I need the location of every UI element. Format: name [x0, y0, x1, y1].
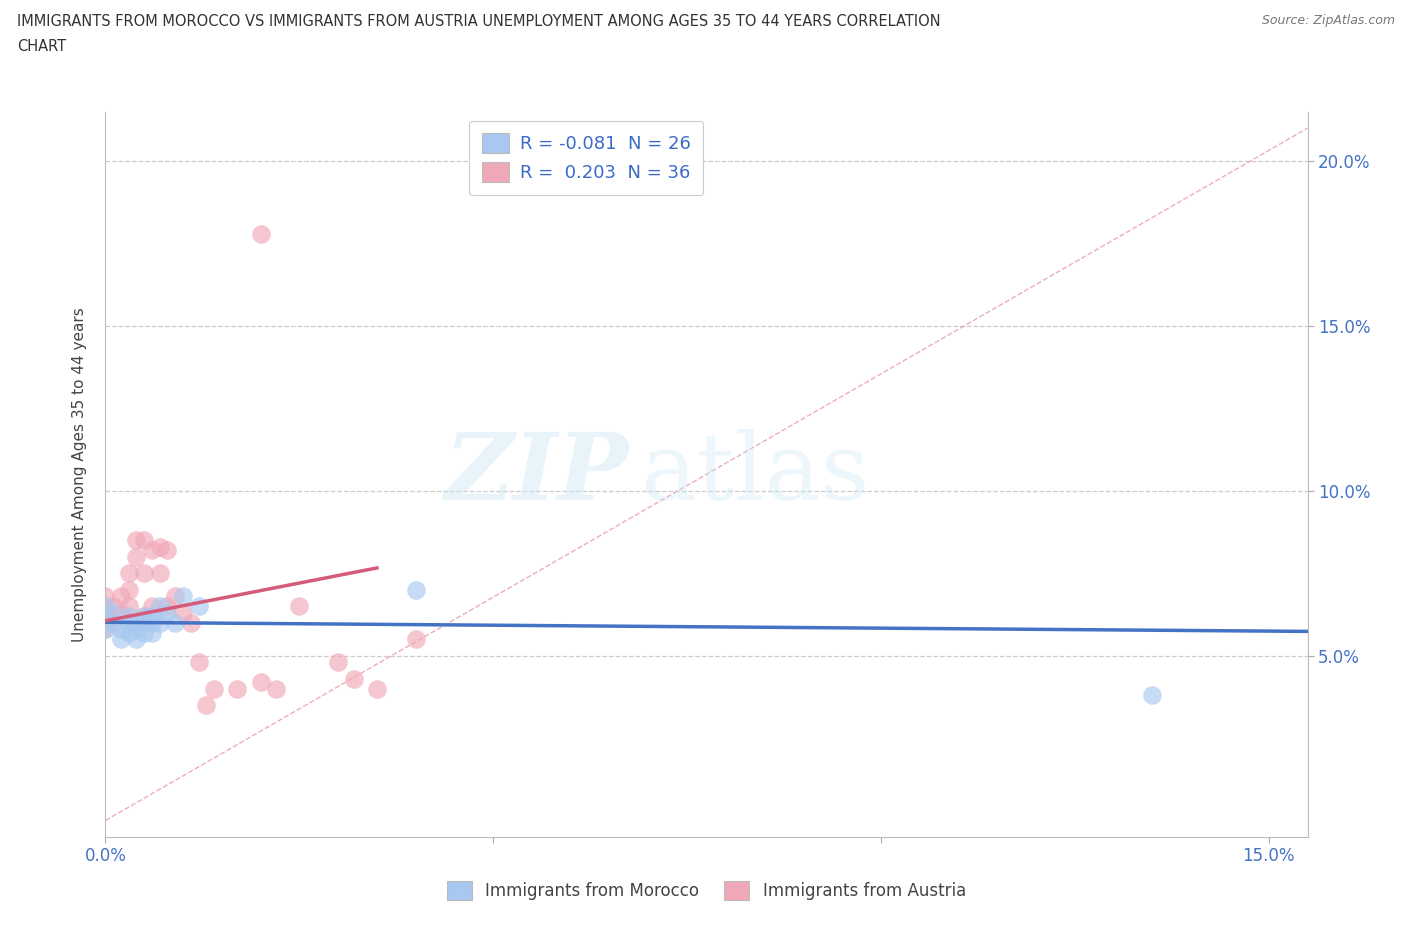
Point: [110, 589, 132, 604]
Point: [134, 616, 156, 631]
Point: [94, 589, 117, 604]
Point: [366, 681, 388, 696]
Point: [172, 605, 194, 620]
Point: [180, 616, 202, 631]
Point: [405, 582, 427, 597]
Point: [249, 226, 271, 241]
Point: [110, 631, 132, 646]
Point: [141, 616, 163, 631]
Point: [156, 599, 179, 614]
Point: [141, 625, 163, 640]
Point: [264, 681, 287, 696]
Point: [94, 605, 117, 620]
Point: [202, 681, 225, 696]
Point: [326, 655, 349, 670]
Point: [125, 631, 148, 646]
Point: [172, 589, 194, 604]
Point: [110, 605, 132, 620]
Point: [288, 599, 311, 614]
Legend: Immigrants from Morocco, Immigrants from Austria: Immigrants from Morocco, Immigrants from…: [439, 873, 974, 909]
Point: [125, 533, 148, 548]
Point: [156, 543, 179, 558]
Point: [226, 681, 249, 696]
Point: [141, 599, 163, 614]
Point: [118, 608, 141, 623]
Text: atlas: atlas: [640, 430, 870, 519]
Point: [156, 605, 179, 620]
Text: CHART: CHART: [17, 39, 66, 54]
Point: [195, 698, 218, 712]
Point: [118, 616, 141, 631]
Point: [141, 543, 163, 558]
Point: [249, 674, 271, 689]
Point: [103, 599, 125, 614]
Point: [103, 605, 125, 620]
Point: [94, 622, 117, 637]
Point: [134, 533, 156, 548]
Point: [405, 631, 427, 646]
Point: [94, 622, 117, 637]
Point: [103, 616, 125, 631]
Point: [149, 565, 172, 580]
Point: [343, 671, 366, 686]
Point: [1142, 688, 1164, 703]
Point: [125, 622, 148, 637]
Point: [134, 565, 156, 580]
Point: [118, 582, 141, 597]
Point: [149, 539, 172, 554]
Point: [118, 565, 141, 580]
Point: [134, 608, 156, 623]
Text: IMMIGRANTS FROM MOROCCO VS IMMIGRANTS FROM AUSTRIA UNEMPLOYMENT AMONG AGES 35 TO: IMMIGRANTS FROM MOROCCO VS IMMIGRANTS FR…: [17, 14, 941, 29]
Point: [149, 616, 172, 631]
Text: ZIP: ZIP: [444, 430, 628, 519]
Y-axis label: Unemployment Among Ages 35 to 44 years: Unemployment Among Ages 35 to 44 years: [72, 307, 87, 642]
Point: [141, 608, 163, 623]
Point: [118, 625, 141, 640]
Point: [187, 655, 209, 670]
Point: [134, 625, 156, 640]
Point: [94, 599, 117, 614]
Point: [165, 589, 187, 604]
Point: [187, 599, 209, 614]
Point: [149, 599, 172, 614]
Point: [134, 608, 156, 623]
Point: [165, 616, 187, 631]
Point: [125, 616, 148, 631]
Point: [110, 622, 132, 637]
Point: [118, 599, 141, 614]
Text: Source: ZipAtlas.com: Source: ZipAtlas.com: [1261, 14, 1395, 27]
Point: [125, 550, 148, 565]
Point: [103, 616, 125, 631]
